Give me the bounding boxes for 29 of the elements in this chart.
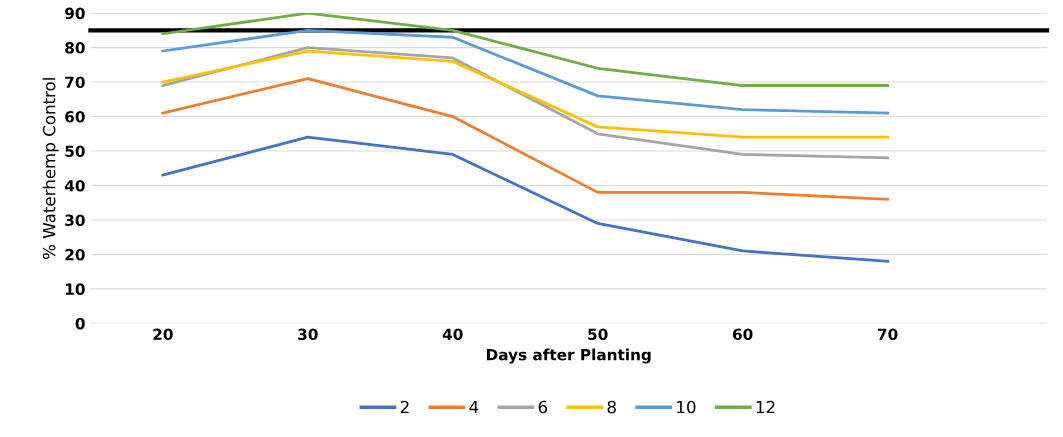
y-tick-label: 30 bbox=[65, 214, 85, 226]
x-tick-label: 60 bbox=[732, 328, 753, 341]
legend-label: 8 bbox=[607, 400, 616, 414]
legend-label: 4 bbox=[469, 400, 479, 414]
y-tick-label: 20 bbox=[65, 248, 85, 261]
legend-label: 2 bbox=[400, 400, 409, 414]
line-series bbox=[161, 49, 889, 139]
legend-label: 6 bbox=[538, 400, 548, 414]
y-tick-label: 90 bbox=[65, 7, 85, 20]
x-tick-label: 30 bbox=[298, 328, 318, 341]
legend-label: 12 bbox=[756, 400, 775, 414]
x-tick-label: 20 bbox=[153, 328, 173, 341]
line-series bbox=[161, 28, 889, 115]
y-tick-label: 60 bbox=[65, 111, 85, 123]
y-tick-label: 0 bbox=[75, 317, 85, 330]
line-series bbox=[161, 135, 889, 263]
x-tick-label: 70 bbox=[878, 328, 898, 341]
y-tick-label: 80 bbox=[65, 42, 85, 54]
y-tick-label: 70 bbox=[65, 76, 85, 89]
y-axis-title: % Waterhemp Control bbox=[42, 78, 59, 259]
y-tick-label: 40 bbox=[64, 179, 85, 192]
x-tick-label: 50 bbox=[588, 328, 608, 341]
y-tick-label: 50 bbox=[65, 145, 85, 158]
y-tick-label: 10 bbox=[65, 283, 85, 295]
line-series bbox=[161, 13, 889, 87]
x-tick-label: 40 bbox=[442, 328, 463, 341]
x-axis-title: Days after Planting bbox=[486, 348, 651, 364]
legend-label: 10 bbox=[677, 400, 696, 414]
line-series bbox=[161, 77, 889, 201]
